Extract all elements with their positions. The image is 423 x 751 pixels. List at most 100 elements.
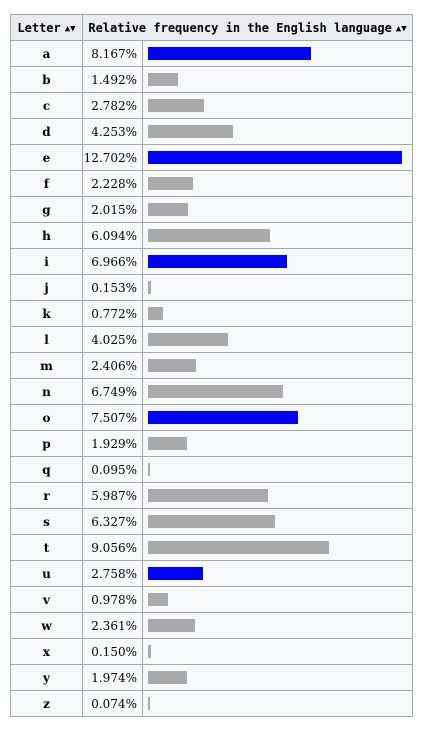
bar-cell [142,690,413,717]
letter-cell: o [10,404,83,431]
letter-cell: l [10,326,83,353]
letter-header-label: Letter [17,20,61,35]
sort-icon[interactable]: ▲▼ [395,23,407,34]
frequency-bar-d [148,125,233,138]
frequency-bar-q [148,463,150,476]
table-row: g 2.015% [10,196,413,223]
table-body: a 8.167% b 1.492% c 2.782% d 4.253% e 12.702% f 2.2… [10,40,413,717]
header-row: Letter ▲▼ Relative frequency in the Engli… [10,14,413,41]
letter-column-header[interactable]: Letter ▲▼ [10,14,83,41]
letter-cell: t [10,534,83,561]
bar-cell [142,638,413,665]
table-row: e 12.702% [10,144,413,171]
frequency-value: 2.782% [82,92,143,119]
table-row: w 2.361% [10,612,413,639]
bar-cell [142,560,413,587]
frequency-bar-o [148,411,298,424]
letter-cell: k [10,300,83,327]
frequency-bar-n [148,385,283,398]
bar-cell [142,222,413,249]
frequency-value: 0.074% [82,690,143,717]
table-row: o 7.507% [10,404,413,431]
bar-cell [142,196,413,223]
bar-cell [142,534,413,561]
frequency-bar-z [148,697,150,710]
frequency-bar-j [148,281,151,294]
frequency-value: 2.361% [82,612,143,639]
table-row: d 4.253% [10,118,413,145]
table-row: p 1.929% [10,430,413,457]
frequency-bar-a [148,47,311,60]
table-row: a 8.167% [10,40,413,67]
letter-cell: y [10,664,83,691]
frequency-value: 0.095% [82,456,143,483]
letter-cell: d [10,118,83,145]
bar-cell [142,404,413,431]
frequency-value: 12.702% [82,144,143,171]
bar-cell [142,378,413,405]
bar-cell [142,118,413,145]
frequency-bar-k [148,307,163,320]
frequency-value: 8.167% [82,40,143,67]
frequency-column-header[interactable]: Relative frequency in the English langua… [82,14,413,41]
letter-cell: c [10,92,83,119]
letter-cell: g [10,196,83,223]
bar-cell [142,508,413,535]
table-row: v 0.978% [10,586,413,613]
frequency-bar-g [148,203,188,216]
letter-cell: i [10,248,83,275]
letter-cell: u [10,560,83,587]
frequency-value: 6.966% [82,248,143,275]
letter-cell: b [10,66,83,93]
table-row: z 0.074% [10,690,413,717]
table-row: h 6.094% [10,222,413,249]
bar-cell [142,326,413,353]
frequency-bar-r [148,489,268,502]
bar-cell [142,482,413,509]
bar-cell [142,456,413,483]
frequency-value: 9.056% [82,534,143,561]
bar-cell [142,612,413,639]
frequency-bar-v [148,593,168,606]
frequency-bar-s [148,515,275,528]
frequency-value: 5.987% [82,482,143,509]
letter-cell: e [10,144,83,171]
table-row: i 6.966% [10,248,413,275]
table-row: n 6.749% [10,378,413,405]
letter-cell: q [10,456,83,483]
letter-cell: x [10,638,83,665]
table-row: k 0.772% [10,300,413,327]
table-row: m 2.406% [10,352,413,379]
table-row: f 2.228% [10,170,413,197]
table-row: r 5.987% [10,482,413,509]
frequency-value: 4.025% [82,326,143,353]
bar-cell [142,144,413,171]
bar-cell [142,170,413,197]
table-row: t 9.056% [10,534,413,561]
bar-cell [142,248,413,275]
bar-cell [142,586,413,613]
table-row: x 0.150% [10,638,413,665]
frequency-value: 2.406% [82,352,143,379]
frequency-bar-c [148,99,204,112]
frequency-bar-m [148,359,196,372]
frequency-bar-h [148,229,270,242]
letter-cell: j [10,274,83,301]
sort-icon[interactable]: ▲▼ [64,23,76,34]
table-row: b 1.492% [10,66,413,93]
frequency-bar-p [148,437,187,450]
frequency-value: 1.974% [82,664,143,691]
frequency-value: 6.094% [82,222,143,249]
frequency-value: 1.929% [82,430,143,457]
frequency-value: 2.015% [82,196,143,223]
frequency-value: 0.978% [82,586,143,613]
frequency-bar-w [148,619,195,632]
letter-cell: n [10,378,83,405]
frequency-bar-i [148,255,287,268]
frequency-bar-l [148,333,228,346]
letter-cell: p [10,430,83,457]
table-row: c 2.782% [10,92,413,119]
letter-cell: h [10,222,83,249]
frequency-bar-x [148,645,151,658]
table-row: j 0.153% [10,274,413,301]
